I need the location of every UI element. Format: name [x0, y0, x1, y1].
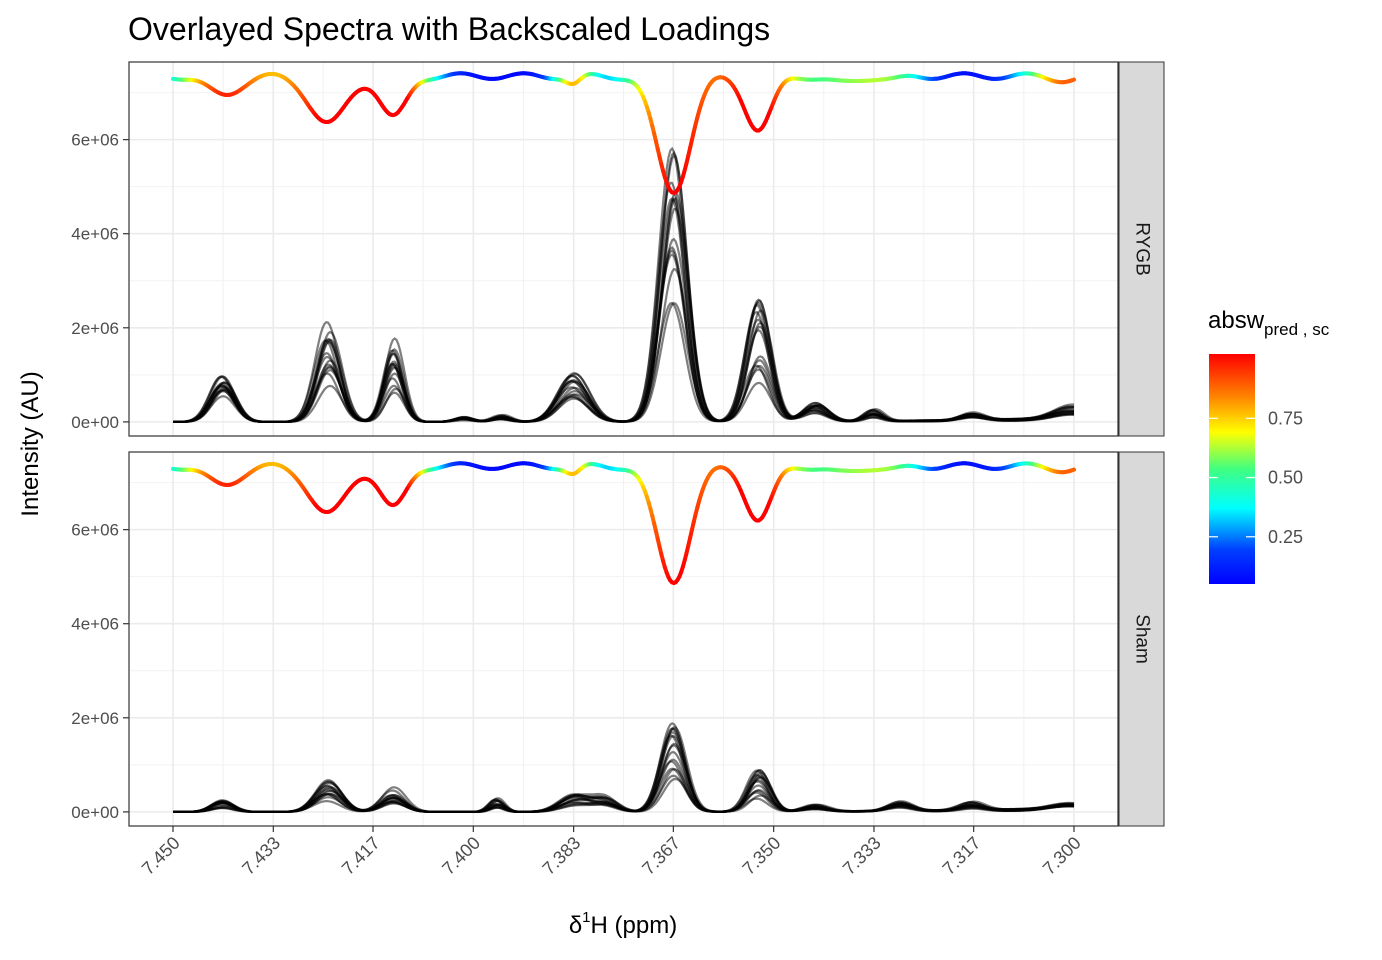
x-tick-label: 7.433	[238, 833, 284, 879]
loading-segment	[1070, 77, 1076, 83]
x-axis: 7.450 7.433 7.417 7.400 7.383 7.367 7.350 7.333…	[138, 826, 1085, 879]
y-tick-label: 6e+06	[71, 131, 119, 150]
legend-ticks: 0.75 0.50 0.25	[1209, 408, 1303, 547]
y-tick-label: 4e+06	[71, 225, 119, 244]
legend-tick-label: 0.50	[1268, 468, 1303, 488]
facet-panel-sham	[128, 451, 1119, 827]
y-tick-label: 0e+00	[71, 803, 119, 822]
legend-tick-label: 0.25	[1268, 527, 1303, 547]
y-tick-label: 2e+06	[71, 319, 119, 338]
y-tick-label: 4e+06	[71, 615, 119, 634]
x-label-delta: δ	[569, 912, 582, 939]
y-tick-label: 0e+00	[71, 413, 119, 432]
legend-title-main: absw	[1208, 307, 1265, 334]
x-tick-label: 7.417	[338, 833, 384, 879]
panel-border-rygb	[128, 61, 1119, 437]
x-label-rest: H (ppm)	[591, 912, 678, 939]
y-axis-rygb: 0e+00 2e+06 4e+06 6e+06	[71, 131, 129, 432]
spectra-sham	[173, 722, 1075, 814]
legend-tick-label: 0.75	[1268, 408, 1303, 428]
x-tick-label: 7.300	[1039, 833, 1085, 879]
panel-border-sham	[128, 451, 1119, 827]
x-label-superscript: 1	[582, 909, 590, 926]
spectrum-line	[173, 197, 1074, 423]
x-tick-label: 7.333	[839, 833, 885, 879]
x-tick-label: 7.400	[438, 833, 484, 879]
legend: abswpred , sc 0.75 0.50 0.25	[1208, 307, 1330, 584]
facet-strip-rygb	[1118, 61, 1165, 437]
chart-title: Overlayed Spectra with Backscaled Loadin…	[128, 11, 770, 47]
loading-line-sham	[171, 461, 1076, 585]
legend-title-sub: pred , sc	[1264, 320, 1330, 339]
facet-label-rygb: RYGB	[1131, 222, 1152, 276]
facet-panel-rygb	[128, 61, 1119, 437]
facet-label-sham: Sham	[1131, 614, 1152, 664]
spectra-rygb	[173, 146, 1075, 424]
y-tick-label: 2e+06	[71, 709, 119, 728]
plot-area-rygb	[171, 71, 1076, 424]
legend-colorbar	[1209, 354, 1255, 584]
grid-sham	[129, 452, 1118, 826]
loading-line-rygb	[171, 71, 1076, 195]
y-tick-label: 6e+06	[71, 521, 119, 540]
legend-title: abswpred , sc	[1208, 307, 1330, 339]
facet-strip-sham	[1118, 451, 1165, 827]
x-axis-label: δ1H (ppm)	[569, 909, 677, 939]
y-axis-label: Intensity (AU)	[17, 371, 44, 516]
x-tick-label: 7.383	[538, 833, 584, 879]
x-tick-label: 7.367	[638, 833, 684, 879]
x-tick-label: 7.450	[138, 833, 184, 879]
plot-area-sham	[171, 461, 1076, 814]
x-tick-label: 7.350	[738, 833, 784, 879]
x-tick-label: 7.317	[939, 833, 985, 879]
y-axis-sham: 0e+00 2e+06 4e+06 6e+06	[71, 521, 129, 822]
loading-segment	[1070, 467, 1076, 473]
spectrum-line	[173, 768, 1074, 813]
